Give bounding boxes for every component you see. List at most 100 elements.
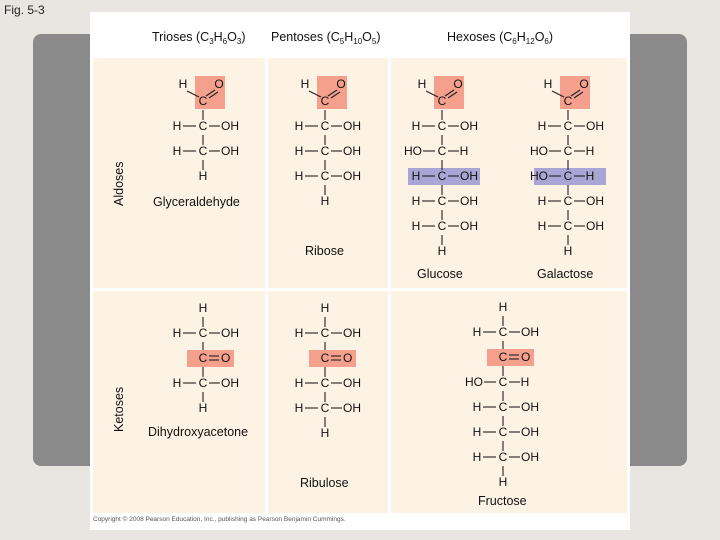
atom-oh: OH [221, 326, 239, 340]
cell-backgrounds [93, 58, 627, 513]
atom-c: C [499, 375, 508, 389]
atom-oh: OH [586, 219, 604, 233]
atom-h: H [295, 169, 304, 183]
atom-h: H [295, 376, 304, 390]
atom-h: H [199, 169, 208, 183]
atom-ho: HO [530, 169, 548, 183]
label-fructose: Fructose [478, 494, 527, 508]
atom-c: C [321, 94, 330, 108]
atom-o: O [579, 77, 588, 91]
atom-h: H [473, 325, 482, 339]
atom-h: H [544, 77, 553, 91]
label-ribulose: Ribulose [300, 476, 349, 490]
atom-oh: OH [221, 376, 239, 390]
row-label-ketoses: Ketoses [112, 387, 126, 432]
label-glyceraldehyde: Glyceraldehyde [153, 195, 240, 209]
aldehyde-highlight [317, 76, 347, 109]
atom-h: H [295, 144, 304, 158]
atom-c: C [564, 94, 573, 108]
ketone-highlight [187, 350, 234, 367]
atom-h: H [412, 119, 421, 133]
atom-ho: HO [404, 144, 422, 158]
aldehyde-highlight [560, 76, 590, 109]
atom-oh: OH [460, 194, 478, 208]
label-galactose: Galactose [537, 267, 593, 281]
atom-h: H [564, 244, 573, 258]
label-dihydroxyacetone: Dihydroxyacetone [148, 425, 248, 439]
atom-h: H [295, 401, 304, 415]
slide-title: Fig. 5-3 [4, 3, 45, 17]
atom-o: O [343, 351, 352, 365]
atom-h: H [321, 426, 330, 440]
atom-h: H [412, 169, 421, 183]
atom-oh: OH [460, 119, 478, 133]
highlight-box [408, 168, 480, 185]
atom-h: H [173, 144, 182, 158]
aldehyde-highlight [195, 76, 225, 109]
atom-h: H [473, 450, 482, 464]
atom-h: H [295, 119, 304, 133]
atom-oh: OH [343, 376, 361, 390]
atom-h: H [173, 326, 182, 340]
atom-h: H [460, 144, 469, 158]
bond-line [447, 91, 458, 99]
atom-oh: OH [343, 326, 361, 340]
atom-o: O [521, 350, 530, 364]
atom-c: C [321, 326, 330, 340]
atom-oh: OH [343, 401, 361, 415]
atom-c: C [321, 119, 330, 133]
atom-oh: OH [343, 119, 361, 133]
label-glucose: Glucose [417, 267, 463, 281]
fructose-structure: HH C OHC OHO C HH C OHH C OHH C OHH [465, 300, 539, 489]
bond-line [444, 89, 455, 97]
atom-o: O [336, 77, 345, 91]
atom-h: H [295, 326, 304, 340]
atom-c: C [321, 376, 330, 390]
bond-line [330, 91, 341, 99]
aldehyde-highlight [434, 76, 464, 109]
atom-h: H [521, 375, 530, 389]
atom-h: H [418, 77, 427, 91]
atom-o: O [453, 77, 462, 91]
atom-c: C [564, 144, 573, 158]
header-hexoses: Hexoses (C6H12O6) [447, 30, 553, 46]
atom-c: C [321, 351, 330, 365]
atom-c: C [438, 194, 447, 208]
bond-line [205, 89, 216, 97]
atom-c: C [564, 119, 573, 133]
bond-line [573, 91, 584, 99]
atom-c: C [321, 401, 330, 415]
atom-oh: OH [221, 144, 239, 158]
atom-oh: OH [521, 400, 539, 414]
atom-oh: OH [460, 169, 478, 183]
atom-h: H [412, 194, 421, 208]
atom-oh: OH [221, 119, 239, 133]
dihydroxyacetone-structure: HH C OHC OH C OHH [173, 301, 239, 415]
copyright-notice: Copyright © 2008 Pearson Education, Inc.… [93, 516, 346, 523]
atom-c: C [499, 400, 508, 414]
atom-c: C [499, 450, 508, 464]
atom-h: H [538, 119, 547, 133]
atom-c: C [438, 94, 447, 108]
atom-oh: OH [586, 194, 604, 208]
atom-oh: OH [343, 144, 361, 158]
atom-h: H [586, 144, 595, 158]
atom-oh: OH [343, 169, 361, 183]
ribulose-structure: HH C OHC OH C OHH C OHH [295, 301, 361, 440]
atom-oh: OH [586, 119, 604, 133]
header-trioses: Trioses (C3H6O3) [152, 30, 245, 46]
atom-h: H [412, 219, 421, 233]
atom-h: H [199, 401, 208, 415]
atom-h: H [438, 244, 447, 258]
atom-h: H [538, 219, 547, 233]
atom-o: O [214, 77, 223, 91]
bond-line [308, 90, 322, 98]
atom-c: C [564, 194, 573, 208]
atom-oh: OH [521, 325, 539, 339]
atom-c: C [199, 144, 208, 158]
